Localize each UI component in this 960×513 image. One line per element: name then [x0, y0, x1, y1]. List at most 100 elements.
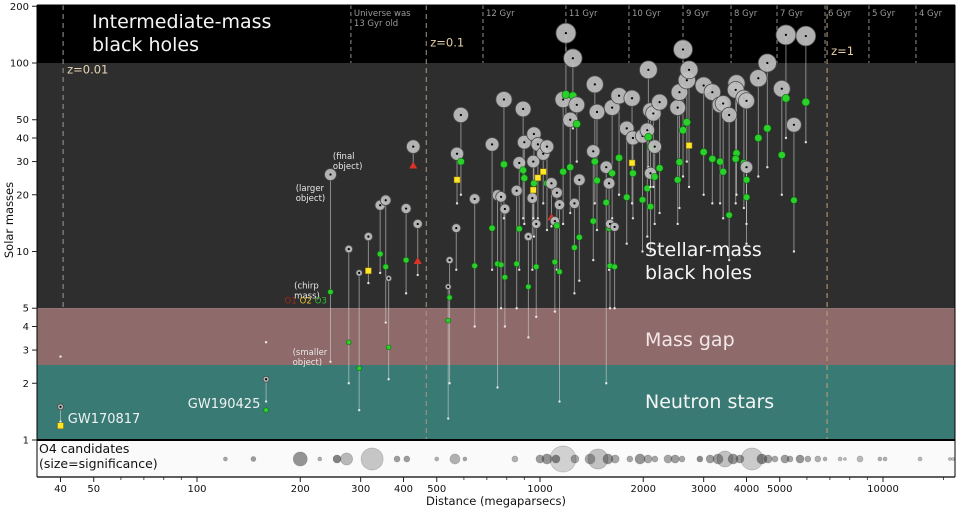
- o4-candidate-bubble: [584, 453, 596, 465]
- chirp-mass-marker-O3: [725, 211, 733, 219]
- o4-strip-label: O4 candidates (size=significance): [39, 441, 158, 471]
- larger-object-center-dot: [264, 378, 268, 381]
- age-line-label: 10 Gyr: [632, 9, 661, 19]
- smaller-object-marker: [718, 202, 722, 205]
- redshift-label: z=0.1: [430, 36, 464, 50]
- redshift-lines: [62, 5, 828, 440]
- event-markers: [57, 22, 817, 430]
- smaller-object-marker: [531, 268, 534, 271]
- larger-object-center-dot: [536, 143, 539, 146]
- larger-object-center-dot: [649, 172, 652, 175]
- larger-object-center-dot: [502, 98, 506, 101]
- o4-candidate-bubble: [403, 455, 411, 463]
- larger-object-center-dot: [578, 178, 581, 181]
- larger-object-center-dot: [522, 107, 525, 111]
- smaller-object-marker: [542, 202, 545, 205]
- o4-candidate-bubble: [602, 453, 614, 465]
- smaller-object-marker: [735, 193, 738, 196]
- o4-candidate-bubble: [948, 457, 952, 461]
- chirp-mass-marker-O3: [566, 163, 575, 172]
- band-3: [37, 364, 955, 440]
- y-tick-label: 50: [16, 115, 29, 126]
- y-tick-label: 200: [10, 2, 29, 13]
- chirp-mass-marker-O3: [561, 90, 571, 99]
- chirp-mass-marker-O2: [628, 159, 636, 167]
- chirp-mass-marker-O3: [629, 169, 637, 178]
- larger-object-center-dot: [784, 33, 788, 36]
- smaller-object-marker: [592, 258, 595, 262]
- y-tick-label: 10: [16, 247, 29, 258]
- o4-candidate-bubble: [250, 456, 257, 462]
- o4-candidate-bubble: [814, 455, 822, 463]
- o4-candidate-bubble: [877, 456, 883, 462]
- o4-candidate-bubble: [763, 454, 773, 464]
- larger-object-center-dot: [652, 112, 655, 115]
- o4-candidate-bubble: [626, 455, 634, 463]
- larger-object-center-dot: [535, 222, 538, 226]
- smaller-object-marker: [448, 382, 451, 385]
- chirp-mass-marker-O3: [678, 126, 688, 135]
- chirp-mass-marker-O3: [781, 94, 791, 103]
- chirp-mass-marker-O3: [382, 263, 389, 270]
- smaller-object-marker: [745, 222, 748, 226]
- larger-object-center-dot: [59, 405, 62, 408]
- smaller-object-marker: [496, 386, 499, 389]
- o4-candidate-bubble: [822, 456, 828, 462]
- larger-object-center-dot: [734, 88, 737, 91]
- smaller-object-marker: [329, 360, 332, 363]
- smaller-object-marker: [518, 268, 521, 271]
- x-tick-label: 5000: [767, 484, 792, 495]
- o4-candidate-bubble: [712, 453, 724, 465]
- x-tick-label: 100: [187, 484, 206, 495]
- axis-ticks: 40 50 100 200 300 400 500 1000 2000 3000 4000 5000 1…: [10, 2, 944, 495]
- chirp-mass-marker-O3: [623, 193, 631, 201]
- chirp-mass-marker-O3: [650, 173, 659, 181]
- chirp-mass-marker-O3: [553, 222, 561, 230]
- annotation-object-: object): [293, 358, 323, 368]
- larger-object-center-dot: [532, 132, 536, 136]
- chirp-mass-marker-O3: [615, 153, 623, 162]
- chirp-mass-marker-O3: [708, 155, 717, 163]
- annotations: GW170817GW190425(finalobject)(largerobje…: [68, 152, 363, 427]
- band-label-line: Mass gap: [645, 329, 735, 351]
- chirp-mass-marker-O2: [57, 422, 64, 430]
- chirp-mass-marker-O3: [682, 118, 691, 127]
- smaller-object-marker: [757, 175, 760, 178]
- run-color-legend: O1 O2 O3: [285, 296, 327, 306]
- larger-object-center-dot: [447, 285, 450, 288]
- larger-object-center-dot: [459, 113, 462, 117]
- chirp-mass-marker-O3: [356, 365, 362, 372]
- chirp-mass-marker-O3: [638, 196, 647, 204]
- larger-object-center-dot: [329, 173, 332, 176]
- o4-candidate-bubble: [917, 456, 923, 462]
- larger-object-center-dot: [473, 197, 476, 201]
- smaller-object-marker: [264, 400, 268, 403]
- larger-object-center-dot: [571, 57, 574, 60]
- smaller-object-marker: [503, 325, 507, 328]
- band-2: [37, 308, 955, 365]
- run-legend-O1: O1: [285, 296, 297, 306]
- y-axis-title: Solar masses: [2, 181, 16, 259]
- larger-object-center-dot: [550, 182, 553, 185]
- smaller-object-marker: [658, 211, 661, 215]
- chirp-mass-marker-O2: [685, 142, 693, 149]
- smaller-object-marker: [384, 321, 387, 324]
- age-line-label: 5 Gyr: [872, 9, 896, 19]
- smaller-object-marker: [702, 193, 705, 196]
- smaller-object-marker: [676, 222, 679, 226]
- smaller-object-marker: [687, 185, 691, 189]
- larger-object-center-dot: [448, 259, 451, 262]
- o4-candidate-bubble: [462, 456, 468, 462]
- smaller-object-marker: [646, 235, 649, 238]
- chirp-mass-marker-O3: [515, 225, 523, 233]
- o4-candidate-bubble: [223, 456, 228, 462]
- chirp-mass-marker-O3: [376, 250, 384, 258]
- larger-object-center-dot: [607, 182, 611, 185]
- smaller-object-marker: [502, 217, 506, 220]
- o4-candidate-bubble: [670, 454, 680, 464]
- age-line-label: 11 Gyr: [569, 9, 598, 19]
- larger-object-center-dot: [387, 277, 390, 280]
- o4-candidate-bubble: [882, 456, 888, 462]
- larger-object-center-dot: [532, 160, 535, 163]
- smaller-object-marker: [792, 250, 796, 253]
